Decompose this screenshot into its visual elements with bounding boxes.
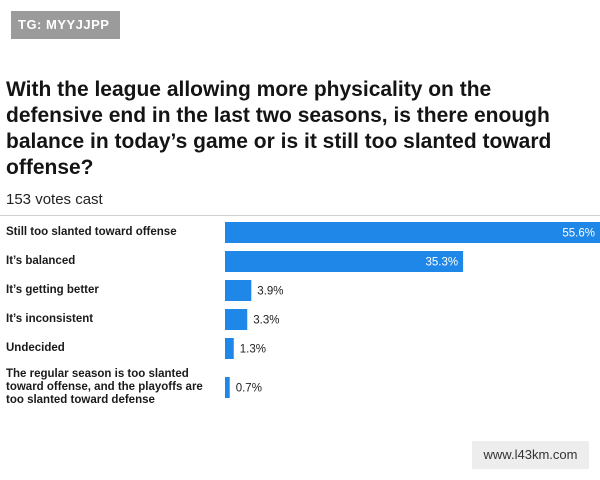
value-label-3: 3.3% xyxy=(253,315,279,327)
watermark-tag: TG: MYYJJPP xyxy=(11,11,120,39)
bar-5 xyxy=(225,377,230,398)
category-label-0: Still too slanted toward offense xyxy=(6,226,177,238)
category-label-4: Undecided xyxy=(6,342,65,354)
category-label-3: It’s inconsistent xyxy=(6,313,94,325)
value-label-2: 3.9% xyxy=(257,286,283,298)
value-label-0: 55.6% xyxy=(562,228,595,240)
category-label-1: It’s balanced xyxy=(6,255,76,267)
category-label-2: It’s getting better xyxy=(6,284,99,296)
value-label-4: 1.3% xyxy=(240,344,266,356)
divider xyxy=(0,215,600,216)
chart-title: With the league allowing more physicalit… xyxy=(6,78,552,179)
watermark-site: www.l43km.com xyxy=(472,441,589,469)
bar-2 xyxy=(225,280,252,301)
value-label-1: 35.3% xyxy=(425,257,458,269)
bar-4 xyxy=(225,338,234,359)
category-label-5: The regular season is too slanted toward… xyxy=(6,368,203,406)
bar-0 xyxy=(225,222,600,243)
bar-3 xyxy=(225,309,248,330)
bar-1 xyxy=(225,251,464,272)
votes-count: 153 votes cast xyxy=(6,191,103,208)
value-label-5: 0.7% xyxy=(236,383,262,395)
